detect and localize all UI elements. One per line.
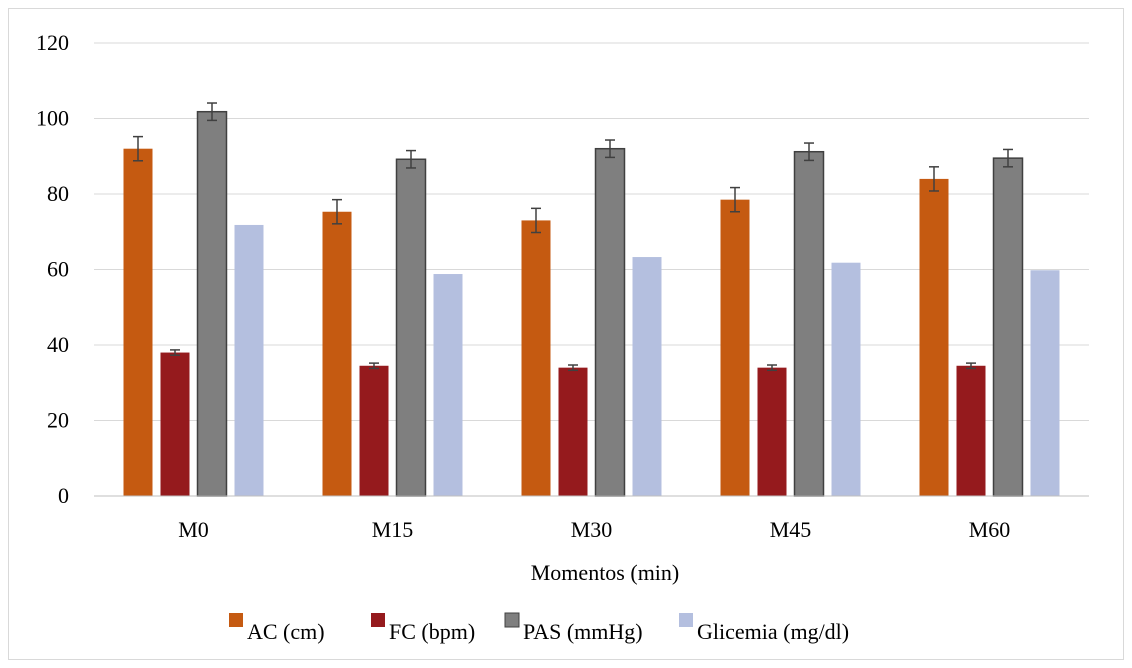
bar	[1030, 270, 1060, 496]
legend-swatch	[504, 612, 520, 628]
x-tick-label: M30	[571, 517, 613, 542]
bar	[322, 211, 352, 496]
x-tick-label: M15	[372, 517, 414, 542]
bar	[433, 274, 463, 496]
legend-swatch	[679, 613, 693, 627]
y-tick-label: 40	[47, 332, 69, 357]
bar-chart: 0 20 40 60 80 100 120 M0 M15 M30 M45 M60 Momentos (…	[36, 30, 1089, 644]
legend-label: PAS (mmHg)	[523, 619, 643, 644]
bar	[956, 365, 986, 496]
legend-swatch	[371, 613, 385, 627]
bar	[720, 199, 750, 496]
error-bars	[133, 102, 1013, 372]
bar	[558, 367, 588, 496]
y-tick-label: 80	[47, 181, 69, 206]
chart-frame: 0 20 40 60 80 100 120 M0 M15 M30 M45 M60 Momentos (…	[8, 8, 1124, 660]
bar	[919, 178, 949, 496]
bar	[793, 150, 825, 497]
y-tick-label: 100	[36, 106, 69, 131]
legend: AC (cm) FC (bpm) PAS (mmHg) Glicemia (mg/dl…	[229, 612, 849, 644]
legend-swatch	[229, 613, 243, 627]
x-axis-label: Momentos (min)	[531, 560, 680, 585]
bar	[632, 257, 662, 496]
bar	[992, 157, 1024, 497]
y-tick-label: 20	[47, 408, 69, 433]
axes: 0 20 40 60 80 100 120 M0 M15 M30 M45 M60	[36, 30, 1089, 542]
y-tick-label: 60	[47, 257, 69, 282]
bar	[831, 262, 861, 496]
y-tick-label: 0	[58, 483, 69, 508]
legend-label: FC (bpm)	[389, 619, 475, 644]
bar	[757, 367, 787, 496]
bar	[234, 224, 264, 496]
x-tick-label: M45	[770, 517, 812, 542]
legend-label: Glicemia (mg/dl)	[697, 619, 849, 644]
bar	[395, 158, 427, 497]
x-tick-label: M60	[969, 517, 1011, 542]
bar	[521, 220, 551, 497]
bar	[160, 352, 190, 496]
bar	[123, 148, 153, 496]
bar	[594, 147, 626, 497]
y-tick-label: 120	[36, 30, 69, 55]
bar	[196, 110, 228, 497]
x-tick-label: M0	[178, 517, 209, 542]
legend-label: AC (cm)	[247, 619, 325, 644]
bar	[359, 365, 389, 496]
bars	[123, 110, 1060, 497]
